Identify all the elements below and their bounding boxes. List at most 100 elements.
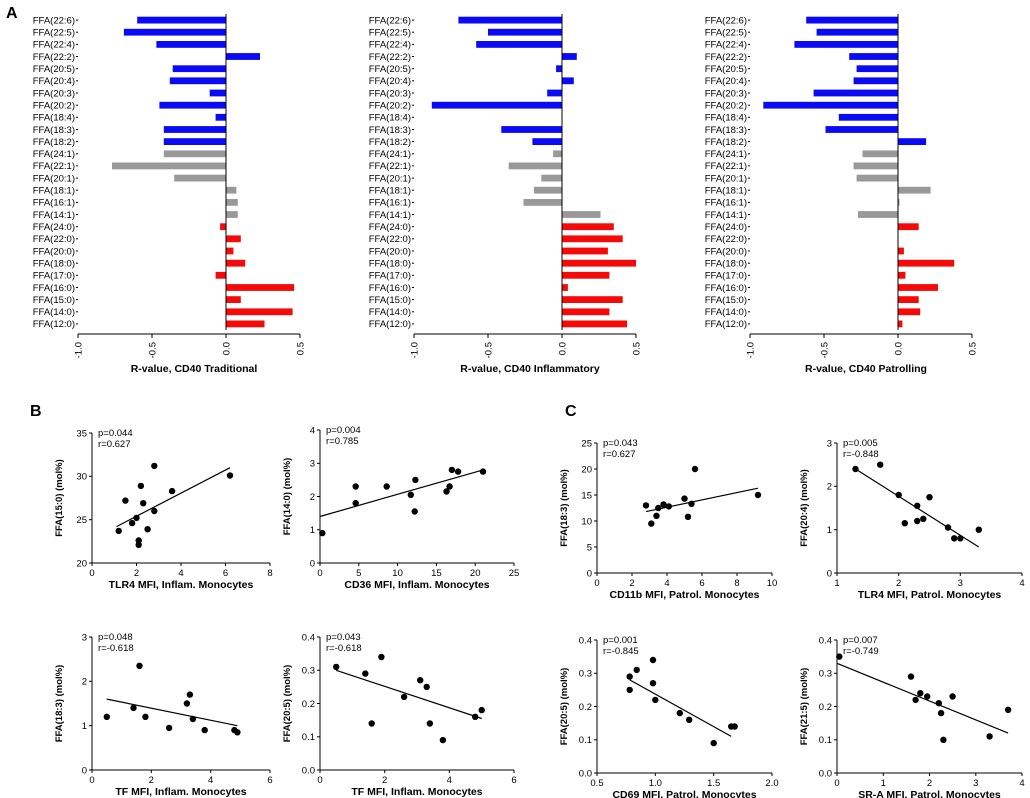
bar bbox=[562, 320, 628, 328]
bar bbox=[226, 320, 265, 328]
bar bbox=[813, 89, 898, 97]
r-value: r=-0.618 bbox=[98, 643, 134, 654]
y-tick-label: 0.2 bbox=[302, 699, 315, 710]
data-point bbox=[378, 653, 385, 661]
regression-line bbox=[336, 669, 482, 720]
x-tick-label: 0.5 bbox=[632, 342, 643, 355]
x-tick-label: 4 bbox=[664, 578, 669, 589]
x-tick-label: 0.5 bbox=[296, 342, 307, 355]
data-point bbox=[103, 713, 111, 720]
p-value: p=0.001 bbox=[603, 635, 638, 646]
category-label: FFA(22:2) bbox=[705, 52, 747, 63]
bar bbox=[562, 77, 574, 85]
category-label: FFA(14:0) bbox=[33, 307, 75, 318]
category-label: FFA(22:2) bbox=[33, 52, 75, 63]
y-axis-label: FFA(21:5) (mol%) bbox=[799, 668, 810, 746]
x-tick-label: 0.0 bbox=[558, 342, 569, 355]
data-point bbox=[189, 715, 197, 723]
category-label: FFA(20:2) bbox=[33, 101, 75, 112]
r-value: r=0.627 bbox=[603, 449, 636, 460]
bar bbox=[562, 53, 577, 60]
regression-line bbox=[836, 662, 1009, 734]
p-value: p=0.007 bbox=[843, 635, 878, 646]
x-axis-label: R-value, CD40 Patrolling bbox=[805, 363, 927, 375]
data-point bbox=[352, 499, 359, 507]
x-tick-label: 1 bbox=[834, 578, 839, 589]
category-label: FFA(22:5) bbox=[33, 28, 75, 39]
bar-chart-cd40-inflammatory: FFA(22:6)FFA(22:5)FFA(22:4)FFA(22:2)FFA(… bbox=[369, 14, 643, 375]
data-point bbox=[652, 696, 659, 704]
bar bbox=[163, 138, 226, 145]
data-point bbox=[914, 502, 921, 509]
bar bbox=[488, 28, 562, 36]
data-point bbox=[648, 520, 655, 527]
x-axis-label: R-value, CD40 Traditional bbox=[131, 363, 258, 375]
x-tick-label: -0.5 bbox=[484, 342, 495, 358]
regression-line bbox=[319, 469, 484, 518]
x-tick-label: 0 bbox=[834, 778, 839, 789]
bar bbox=[226, 186, 237, 194]
bar bbox=[898, 308, 921, 316]
data-point bbox=[949, 693, 956, 700]
x-tick-label: 4 bbox=[208, 775, 213, 786]
panel-label-a: A bbox=[6, 5, 18, 22]
y-tick-label: 1 bbox=[82, 721, 87, 732]
bar bbox=[209, 89, 226, 97]
category-label: FFA(20:1) bbox=[33, 173, 75, 184]
bar bbox=[763, 101, 898, 109]
bar bbox=[523, 199, 562, 206]
category-label: FFA(12:0) bbox=[33, 319, 75, 330]
bar-chart-cd40-traditional: FFA(22:6)FFA(22:5)FFA(22:4)FFA(22:2)FFA(… bbox=[33, 14, 307, 375]
category-label: FFA(20:1) bbox=[705, 173, 747, 184]
x-axis-label: TLR4 MFI, Patrol. Monocytes bbox=[858, 589, 1002, 601]
category-label: FFA(18:2) bbox=[369, 137, 411, 148]
category-label: FFA(22:1) bbox=[33, 161, 75, 172]
x-tick-label: 1.0 bbox=[649, 778, 662, 789]
category-label: FFA(18:4) bbox=[33, 113, 75, 124]
category-label: FFA(18:1) bbox=[705, 186, 747, 197]
y-tick-label: 0.1 bbox=[579, 735, 592, 746]
bar bbox=[508, 162, 562, 170]
category-label: FFA(20:2) bbox=[369, 101, 411, 112]
category-label: FFA(20:5) bbox=[369, 64, 411, 75]
category-label: FFA(22:2) bbox=[369, 52, 411, 63]
bar bbox=[431, 101, 562, 109]
data-point bbox=[226, 472, 234, 479]
bar bbox=[898, 223, 919, 231]
data-point bbox=[368, 720, 375, 727]
category-label: FFA(17:0) bbox=[705, 271, 747, 282]
data-point bbox=[920, 515, 927, 522]
data-point bbox=[940, 736, 947, 743]
x-tick-label: 0.5 bbox=[590, 778, 603, 789]
data-point bbox=[186, 691, 194, 698]
bar bbox=[226, 308, 293, 316]
y-axis-label: FFA(20:5) (mol%) bbox=[282, 665, 293, 743]
category-label: FFA(18:2) bbox=[33, 137, 75, 148]
y-tick-label: 2 bbox=[82, 677, 87, 688]
bar bbox=[556, 65, 562, 73]
x-tick-label: -0.5 bbox=[148, 342, 159, 358]
r-value: r=-0.848 bbox=[843, 449, 879, 460]
bar bbox=[226, 235, 241, 243]
scatter-cd69-ffa20-5: 0.5 1.0 1.5 2.0 0.0 0.1 0.2 0.3 0.4 p=0.001r=-0.8… bbox=[559, 635, 779, 798]
bar bbox=[853, 77, 898, 85]
category-label: FFA(14:1) bbox=[369, 210, 411, 221]
category-label: FFA(18:3) bbox=[705, 125, 747, 136]
y-tick-label: 25 bbox=[76, 515, 87, 526]
x-tick-label: 3 bbox=[958, 578, 963, 589]
data-point bbox=[426, 720, 434, 727]
y-tick-label: 20 bbox=[581, 464, 592, 475]
x-axis-label: CD69 MFI, Patrol. Monocytes bbox=[612, 789, 756, 798]
y-tick-label: 0 bbox=[827, 568, 832, 579]
category-label: FFA(18:1) bbox=[369, 186, 411, 197]
category-label: FFA(20:0) bbox=[33, 246, 75, 257]
data-point bbox=[333, 663, 340, 671]
x-tick-label: 6 bbox=[699, 578, 704, 589]
x-axis-label: CD11b MFI, Patrol. Monocytes bbox=[610, 589, 760, 601]
y-tick-label: 3 bbox=[82, 632, 87, 643]
bar bbox=[215, 113, 226, 121]
category-label: FFA(14:1) bbox=[33, 210, 75, 221]
category-label: FFA(20:5) bbox=[33, 64, 75, 75]
